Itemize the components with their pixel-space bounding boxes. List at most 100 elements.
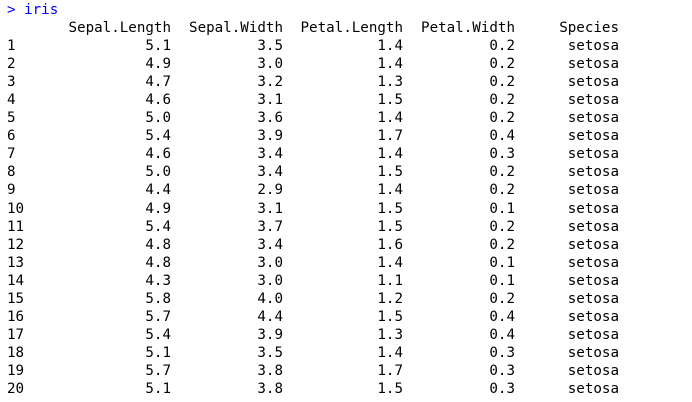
table-row: 2 4.9 3.0 1.4 0.2 setosa (7, 55, 619, 73)
table-row: 1 5.1 3.5 1.4 0.2 setosa (7, 37, 619, 55)
cell-petal-length: 1.6 (377, 236, 403, 253)
table-row: 13 4.8 3.0 1.4 0.1 setosa (7, 254, 619, 272)
cell-sepal-length: 4.9 (145, 56, 171, 73)
table-row: 14 4.3 3.0 1.1 0.1 setosa (7, 272, 619, 290)
table-row: 10 4.9 3.1 1.5 0.1 setosa (7, 200, 619, 218)
cell-species: setosa (567, 254, 619, 271)
cell-sepal-width: 3.9 (257, 128, 283, 145)
cell-sepal-length: 4.4 (145, 182, 171, 199)
table-row: 4 4.6 3.1 1.5 0.2 setosa (7, 91, 619, 109)
column-header-petal-length: Petal.Length (300, 20, 404, 36)
cell-petal-width: 0.3 (489, 381, 515, 397)
column-header-sepal-length: Sepal.Length (68, 20, 172, 36)
cell-species: setosa (567, 290, 619, 307)
cell-sepal-width: 3.5 (257, 344, 283, 361)
cell-petal-length: 1.5 (377, 308, 403, 325)
cell-sepal-width: 3.0 (257, 272, 283, 289)
cell-species: setosa (567, 182, 619, 199)
cell-sepal-width: 3.8 (257, 381, 283, 397)
cell-sepal-length: 5.4 (145, 326, 171, 343)
cell-sepal-length: 5.7 (145, 362, 171, 379)
cell-petal-width: 0.2 (489, 74, 515, 91)
cell-petal-width: 0.1 (489, 254, 515, 271)
cell-sepal-width: 3.8 (257, 362, 283, 379)
cell-sepal-length: 4.3 (145, 272, 171, 289)
cell-row-index: 1 (7, 38, 16, 55)
cell-petal-length: 1.5 (377, 218, 403, 235)
table-row: 19 5.7 3.8 1.7 0.3 setosa (7, 362, 619, 380)
cell-sepal-width: 3.1 (257, 92, 283, 109)
table-row: 9 4.4 2.9 1.4 0.2 setosa (7, 181, 619, 199)
cell-species: setosa (567, 272, 619, 289)
table-row: 16 5.7 4.4 1.5 0.4 setosa (7, 308, 619, 326)
cell-row-index: 19 (7, 362, 25, 379)
cell-petal-width: 0.3 (489, 146, 515, 163)
cell-sepal-width: 3.6 (257, 110, 283, 127)
cell-sepal-width: 3.4 (257, 146, 283, 163)
cell-petal-width: 0.2 (489, 110, 515, 127)
prompt-symbol: > (7, 2, 16, 18)
cell-species: setosa (567, 110, 619, 127)
cell-petal-width: 0.4 (489, 326, 515, 343)
cell-petal-width: 0.1 (489, 200, 515, 217)
cell-petal-width: 0.2 (489, 218, 515, 235)
cell-sepal-width: 3.1 (257, 200, 283, 217)
cell-sepal-width: 3.9 (257, 326, 283, 343)
cell-sepal-width: 3.4 (257, 164, 283, 181)
cell-sepal-width: 3.0 (257, 254, 283, 271)
cell-petal-length: 1.5 (377, 164, 403, 181)
cell-species: setosa (567, 381, 619, 397)
cell-sepal-length: 4.6 (145, 92, 171, 109)
cell-petal-width: 0.4 (489, 308, 515, 325)
cell-sepal-width: 3.4 (257, 236, 283, 253)
cell-petal-length: 1.4 (377, 56, 403, 73)
cell-sepal-length: 4.8 (145, 236, 171, 253)
cell-petal-length: 1.7 (377, 362, 403, 379)
cell-species: setosa (567, 362, 619, 379)
table-row: 12 4.8 3.4 1.6 0.2 setosa (7, 236, 619, 254)
cell-sepal-length: 5.0 (145, 110, 171, 127)
cell-petal-length: 1.7 (377, 128, 403, 145)
cell-sepal-length: 4.7 (145, 74, 171, 91)
cell-petal-width: 0.4 (489, 128, 515, 145)
cell-species: setosa (567, 164, 619, 181)
cell-petal-width: 0.2 (489, 56, 515, 73)
cell-sepal-width: 4.4 (257, 308, 283, 325)
cell-row-index: 13 (7, 254, 25, 271)
cell-row-index: 10 (7, 200, 25, 217)
command-line[interactable]: > iris (7, 1, 58, 19)
table-row: 15 5.8 4.0 1.2 0.2 setosa (7, 290, 619, 308)
cell-petal-width: 0.2 (489, 290, 515, 307)
cell-sepal-length: 4.6 (145, 146, 171, 163)
cell-sepal-length: 5.4 (145, 128, 171, 145)
cell-sepal-width: 4.0 (257, 290, 283, 307)
cell-species: setosa (567, 128, 619, 145)
cell-petal-length: 1.4 (377, 254, 403, 271)
cell-petal-length: 1.4 (377, 344, 403, 361)
cell-sepal-width: 3.2 (257, 74, 283, 91)
cell-petal-width: 0.2 (489, 164, 515, 181)
table-row: 8 5.0 3.4 1.5 0.2 setosa (7, 163, 619, 181)
cell-petal-length: 1.4 (377, 146, 403, 163)
cell-species: setosa (567, 146, 619, 163)
column-header-petal-width: Petal.Width (421, 20, 515, 36)
column-header-sepal-width: Sepal.Width (189, 20, 283, 36)
cell-sepal-width: 2.9 (257, 182, 283, 199)
cell-sepal-width: 3.0 (257, 56, 283, 73)
cell-sepal-length: 4.9 (145, 200, 171, 217)
cell-row-index: 5 (7, 110, 16, 127)
cell-petal-length: 1.4 (377, 110, 403, 127)
cell-petal-width: 0.1 (489, 272, 515, 289)
cell-row-index: 6 (7, 128, 16, 145)
cell-sepal-length: 5.8 (145, 290, 171, 307)
cell-sepal-length: 4.8 (145, 254, 171, 271)
cell-petal-length: 1.5 (377, 200, 403, 217)
cell-row-index: 15 (7, 290, 25, 307)
command-text: iris (24, 2, 59, 18)
cell-row-index: 2 (7, 56, 16, 73)
cell-petal-length: 1.5 (377, 381, 403, 397)
table-row: 3 4.7 3.2 1.3 0.2 setosa (7, 73, 619, 91)
cell-sepal-length: 5.1 (145, 38, 171, 55)
table-row: 20 5.1 3.8 1.5 0.3 setosa (7, 380, 619, 398)
